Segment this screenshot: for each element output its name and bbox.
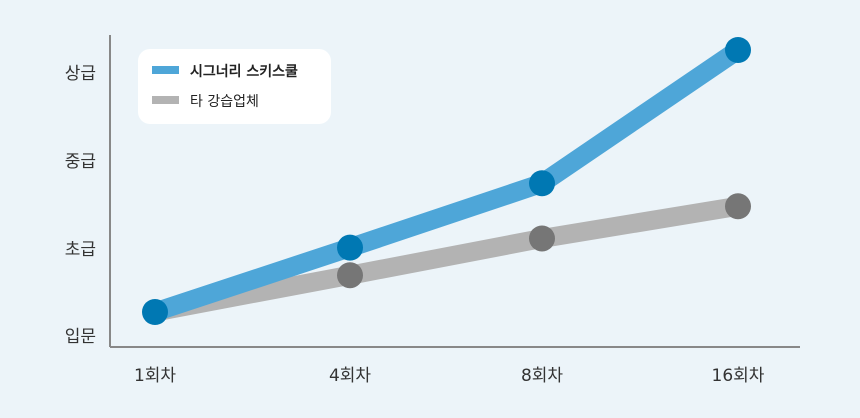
x-tick-label-3: 16회차 — [712, 366, 765, 386]
x-tick-label-1: 4회차 — [329, 366, 371, 386]
series-1-point-0 — [142, 299, 168, 325]
legend-label-series-1: 시그너리 스키스쿨 — [190, 64, 298, 80]
x-tick-label-2: 8회차 — [521, 366, 563, 386]
series-1-line — [145, 40, 748, 322]
series-1-point-2 — [529, 170, 555, 197]
y-tick-label-2: 중급 — [65, 152, 96, 172]
legend: 시그너리 스키스쿨 타 강습업체 — [138, 49, 331, 124]
series-2-point-1 — [337, 262, 363, 289]
series-1-point-3 — [725, 37, 751, 63]
legend-swatch-series-1 — [152, 66, 179, 74]
series-markers — [142, 37, 751, 325]
series-2-point-3 — [725, 193, 751, 220]
y-tick-label-3: 상급 — [65, 64, 96, 84]
legend-label-series-2: 타 강습업체 — [190, 94, 259, 110]
axes — [109, 35, 800, 348]
legend-box — [138, 49, 331, 124]
y-tick-labels: 입문 초급 중급 상급 — [65, 64, 96, 347]
x-tick-label-0: 1회차 — [134, 366, 176, 386]
series-lines — [145, 40, 748, 322]
series-2-line — [145, 196, 748, 322]
y-tick-label-0: 입문 — [65, 327, 96, 347]
x-tick-labels: 1회차 4회차 8회차 16회차 — [134, 366, 765, 386]
legend-swatch-series-2 — [152, 96, 179, 104]
series-1-point-1 — [337, 234, 363, 261]
y-tick-label-1: 초급 — [65, 240, 96, 260]
series-2-point-2 — [529, 225, 555, 252]
